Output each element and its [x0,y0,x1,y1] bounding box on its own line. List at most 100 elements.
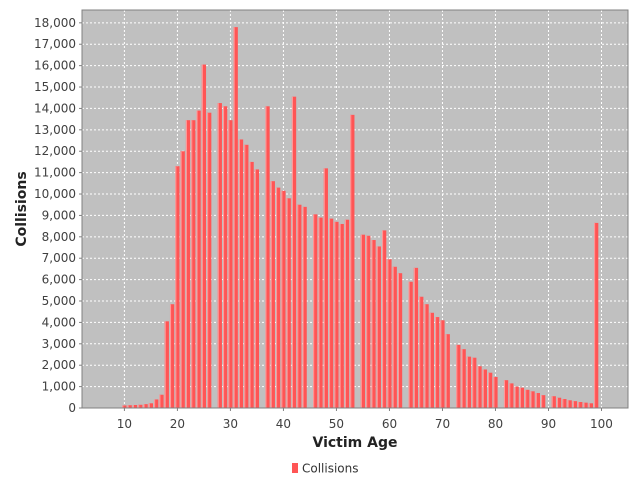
bar-highlight [164,321,166,408]
bar [175,166,180,408]
bar-fill [519,387,525,408]
bar-fill [551,396,556,408]
bar [334,221,339,408]
bar-fill [244,144,249,408]
bar [588,403,594,408]
bar-fill [556,397,562,408]
bar-fill [238,139,244,409]
bar [127,405,132,408]
bar [138,404,143,408]
bar-highlight [530,391,532,408]
bar [466,356,472,408]
bar-highlight [578,402,580,408]
bar-fill [567,400,572,408]
x-tick-label: 30 [223,417,238,431]
bar [525,389,530,408]
y-tick-label: 9,000 [42,208,76,222]
bar-highlight [143,404,145,408]
bar [413,267,419,408]
bar-fill [191,120,196,409]
y-tick-label: 10,000 [34,187,76,201]
bar [387,259,392,408]
bar-fill [541,395,546,408]
x-axis-title: Victim Age [313,435,398,451]
y-axis-ticks: 0 1,000 2,000 3,000 4,000 5,000 6,000 7,000 8,00… [34,16,82,415]
bar-fill [201,64,207,408]
bar-fill [148,403,154,408]
bar-highlight [541,395,543,408]
y-tick-label: 12,000 [34,144,76,158]
y-tick-label: 5,000 [42,294,76,308]
bar [519,387,525,408]
bar-highlight [238,139,240,409]
bar-highlight [344,219,346,408]
bar-fill [440,320,445,408]
legend-swatch-collisions [292,463,298,473]
bar-highlight [191,120,193,409]
y-tick-label: 16,000 [34,59,76,73]
bar-highlight [519,387,521,408]
bar [196,110,201,409]
x-tick-label: 70 [435,417,450,431]
bar-highlight [588,403,590,408]
y-tick-label: 17,000 [34,37,76,51]
bar-fill [254,169,260,408]
bar-fill [122,405,127,408]
bar-fill [228,120,233,409]
bar-fill [265,106,270,409]
bar-fill [350,114,355,409]
bar-highlight [169,304,172,408]
bar-highlight [583,402,585,408]
bar-fill [360,234,366,408]
bar-fill [572,401,578,408]
bar [207,112,212,408]
bar-highlight [185,120,187,409]
bar [562,399,567,408]
bar-fill [207,112,212,408]
bar-fill [530,391,535,408]
bar [551,396,556,408]
bar [270,181,275,408]
bar [169,304,175,408]
bar-fill [509,383,514,408]
bar-fill [185,120,191,409]
bar [583,402,588,408]
bar [556,397,562,408]
bar-fill [456,344,461,408]
bar-fill [286,198,291,408]
bar [344,219,350,408]
bar-highlight [371,240,373,408]
y-tick-label: 0 [68,401,76,415]
bar-highlight [493,376,495,408]
y-tick-label: 18,000 [34,16,76,30]
bar-highlight [466,356,468,408]
bar-fill [196,110,201,409]
x-tick-label: 100 [590,417,613,431]
bar-fill [578,402,583,408]
bar [233,27,238,408]
bar [419,296,424,408]
bar [148,403,154,408]
bar-fill [159,394,164,408]
axes [81,9,629,409]
bar [477,366,482,408]
bar [228,120,233,409]
bar [578,402,583,408]
y-tick-label: 8,000 [42,230,76,244]
bar [238,139,244,409]
y-tick-label: 13,000 [34,123,76,137]
bar [281,190,286,408]
bar-fill [583,402,588,408]
bar-highlight [360,234,362,408]
bar-highlight [291,96,293,409]
bar-highlight [286,198,288,408]
bar [456,344,461,408]
bar-highlight [217,103,219,409]
x-tick-label: 50 [329,417,344,431]
bar-highlight [334,221,336,408]
bar-highlight [572,401,574,408]
bar-highlight [525,389,527,408]
bar [461,349,466,408]
bar-highlight [249,161,251,408]
bar [488,372,493,408]
